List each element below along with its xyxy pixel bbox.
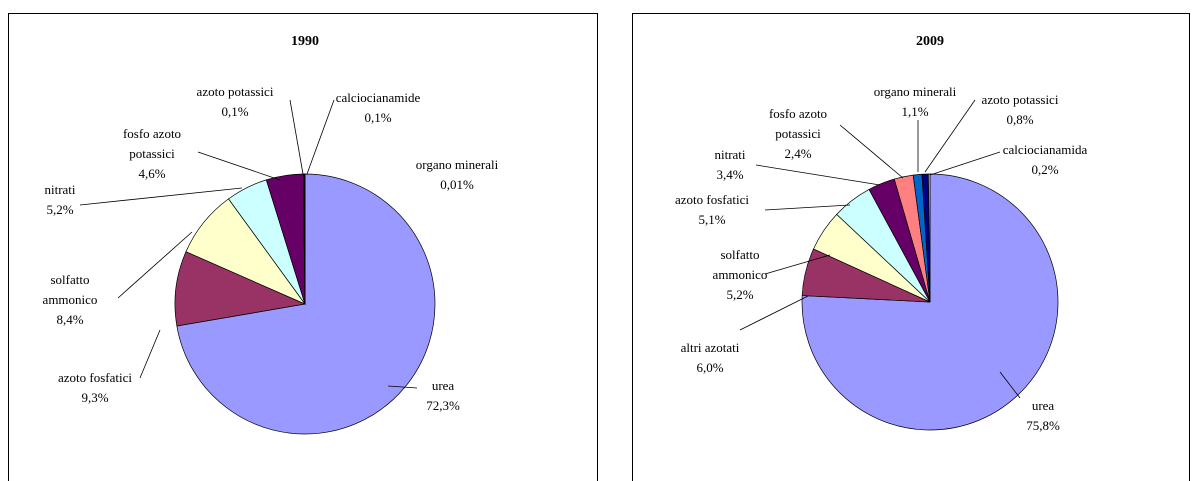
slice-label: altri azotati 6,0% bbox=[660, 338, 760, 378]
slice-value: 8,4% bbox=[56, 312, 84, 327]
slice-value: 0,1% bbox=[364, 110, 392, 125]
chart-title: 2009 bbox=[916, 34, 944, 49]
slice-label: calciocianamide 0,1% bbox=[323, 88, 433, 128]
slice-name: nitrati bbox=[714, 147, 746, 162]
slice-label: nitrati 3,4% bbox=[700, 145, 760, 185]
slice-label: fosfo azoto potassici 4,6% bbox=[111, 124, 193, 184]
slice-value: 6,0% bbox=[696, 360, 724, 375]
slice-value: 3,4% bbox=[716, 167, 744, 182]
slice-name: calciocianamida bbox=[1002, 142, 1088, 157]
pie-slice bbox=[928, 173, 931, 303]
slice-value: 0,8% bbox=[1006, 112, 1034, 127]
slice-name: organo minerali bbox=[873, 84, 957, 99]
pie-slice bbox=[176, 173, 436, 435]
slice-name: azoto potassici bbox=[196, 84, 274, 99]
slice-name: azoto fosfatici bbox=[675, 192, 749, 207]
leader-line bbox=[755, 164, 881, 186]
slice-value: 72,3% bbox=[426, 398, 460, 413]
leader-line bbox=[929, 151, 1001, 176]
slice-label: organo minerali 0,01% bbox=[402, 155, 512, 195]
slice-label: azoto fosfatici 9,3% bbox=[40, 368, 150, 408]
slice-value: 4,6% bbox=[138, 166, 166, 181]
chart-title: 1990 bbox=[291, 34, 319, 49]
slice-label: organo minerali 1,1% bbox=[860, 82, 970, 122]
slice-value: 5,1% bbox=[698, 212, 726, 227]
panel-frame bbox=[632, 13, 1190, 481]
slice-name: altri azotati bbox=[680, 340, 740, 355]
leader-line bbox=[999, 371, 1021, 399]
panel-frame bbox=[8, 13, 598, 481]
slice-name: azoto potassici bbox=[981, 92, 1059, 107]
slice-name: fosfo azoto potassici bbox=[122, 126, 182, 161]
leader-line bbox=[764, 254, 831, 275]
slice-name: nitrati bbox=[44, 182, 76, 197]
leader-line bbox=[197, 151, 281, 181]
slice-label: urea 75,8% bbox=[1013, 396, 1073, 436]
slice-value: 0,01% bbox=[440, 177, 474, 192]
slice-label: solfatto ammonico 5,2% bbox=[704, 245, 776, 305]
slice-value: 2,4% bbox=[784, 146, 812, 161]
slice-name: organo minerali bbox=[415, 157, 499, 172]
pie-slice bbox=[801, 173, 1059, 431]
leader-line bbox=[839, 124, 904, 179]
slice-label: urea 72,3% bbox=[413, 376, 473, 416]
slice-value: 0,2% bbox=[1031, 162, 1059, 177]
leader-line bbox=[764, 204, 851, 211]
slice-name: urea bbox=[431, 378, 455, 393]
leader-line bbox=[924, 99, 976, 173]
slice-value: 5,2% bbox=[46, 202, 74, 217]
leader-line bbox=[79, 187, 243, 206]
slice-label: azoto fosfatici 5,1% bbox=[652, 190, 772, 230]
leader-line bbox=[289, 99, 304, 175]
slice-value: 0,1% bbox=[221, 104, 249, 119]
slice-value: 75,8% bbox=[1026, 418, 1060, 433]
leader-line bbox=[739, 295, 809, 331]
slice-value: 5,2% bbox=[726, 287, 754, 302]
slice-name: fosfo azoto potassici bbox=[768, 106, 828, 141]
slice-name: solfatto ammonico bbox=[712, 247, 768, 282]
slice-name: solfatto ammonico bbox=[42, 272, 98, 307]
leader-line bbox=[306, 99, 335, 175]
slice-name: urea bbox=[1031, 398, 1055, 413]
slice-label: nitrati 5,2% bbox=[30, 180, 90, 220]
slice-label: fosfo azoto potassici 2,4% bbox=[757, 104, 839, 164]
slice-name: azoto fosfatici bbox=[58, 370, 132, 385]
slice-label: calciocianamida 0,2% bbox=[985, 140, 1105, 180]
leader-line bbox=[387, 385, 418, 389]
leader-line bbox=[117, 231, 193, 299]
slice-value: 9,3% bbox=[81, 390, 109, 405]
slice-label: solfatto ammonico 8,4% bbox=[34, 270, 106, 330]
slice-name: calciocianamide bbox=[335, 90, 421, 105]
leader-line bbox=[139, 329, 161, 379]
slice-value: 1,1% bbox=[901, 104, 929, 119]
slice-label: azoto potassici 0,8% bbox=[965, 90, 1075, 130]
slice-label: azoto potassici 0,1% bbox=[180, 82, 290, 122]
